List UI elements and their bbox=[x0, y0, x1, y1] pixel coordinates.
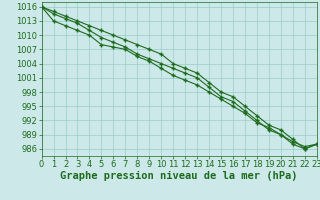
X-axis label: Graphe pression niveau de la mer (hPa): Graphe pression niveau de la mer (hPa) bbox=[60, 171, 298, 181]
